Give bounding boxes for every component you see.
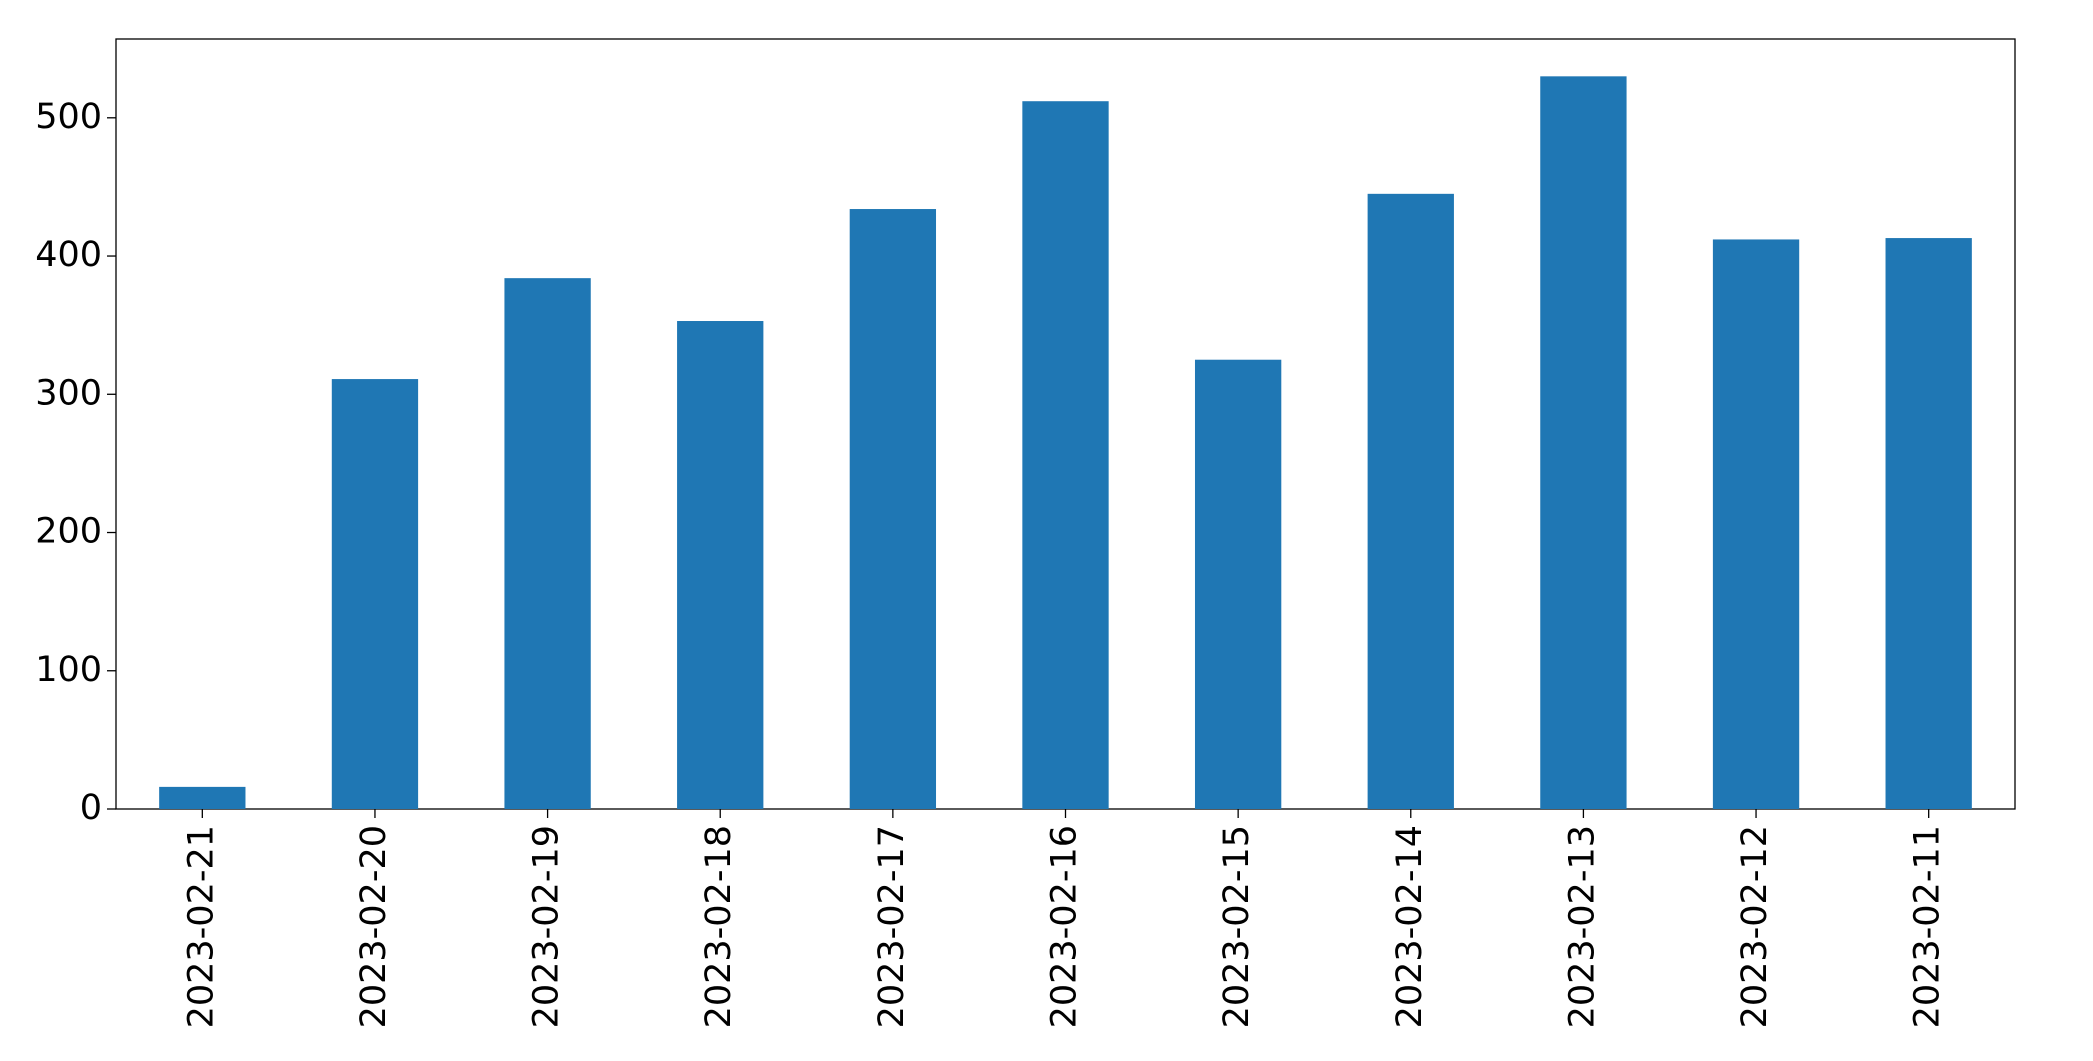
x-tick-label: 2023-02-17: [872, 825, 912, 1028]
bar: [1022, 101, 1109, 810]
bar: [159, 786, 246, 809]
bar: [677, 321, 764, 809]
y-tick-label: 300: [35, 373, 102, 413]
x-tick-label: 2023-02-12: [1735, 825, 1775, 1028]
bar: [1367, 193, 1454, 809]
x-tick-label: 2023-02-16: [1045, 825, 1085, 1028]
bar: [1885, 238, 1972, 810]
bar: [504, 278, 591, 809]
bar: [1540, 76, 1627, 810]
x-tick-label: 2023-02-21: [181, 825, 221, 1028]
x-tick-label: 2023-02-11: [1908, 825, 1948, 1028]
x-tick-label: 2023-02-20: [354, 825, 394, 1028]
y-tick-label: 500: [35, 97, 102, 137]
y-tick-label: 400: [35, 235, 102, 275]
bar: [1194, 359, 1282, 809]
x-tick-label: 2023-02-18: [699, 825, 739, 1028]
y-tick-label: 100: [35, 650, 102, 690]
x-tick-label: 2023-02-13: [1562, 825, 1602, 1028]
x-tick-label: 2023-02-14: [1390, 825, 1430, 1028]
x-tick-label: 2023-02-15: [1217, 825, 1257, 1028]
x-tick-label: 2023-02-19: [527, 825, 567, 1028]
y-tick-label: 200: [35, 512, 102, 552]
bar: [849, 209, 937, 810]
y-tick-label: 0: [80, 788, 102, 828]
bar: [331, 379, 419, 809]
bar: [1712, 239, 1800, 809]
